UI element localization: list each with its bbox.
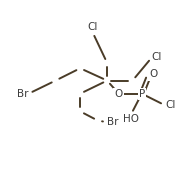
Text: O: O (149, 69, 158, 79)
Text: Br: Br (107, 117, 119, 127)
Text: Cl: Cl (87, 22, 98, 32)
Text: P: P (139, 89, 145, 99)
Text: O: O (114, 89, 123, 99)
Text: Cl: Cl (152, 52, 162, 62)
Text: Br: Br (17, 89, 29, 99)
Text: HO: HO (123, 114, 139, 124)
Text: Cl: Cl (165, 100, 175, 110)
